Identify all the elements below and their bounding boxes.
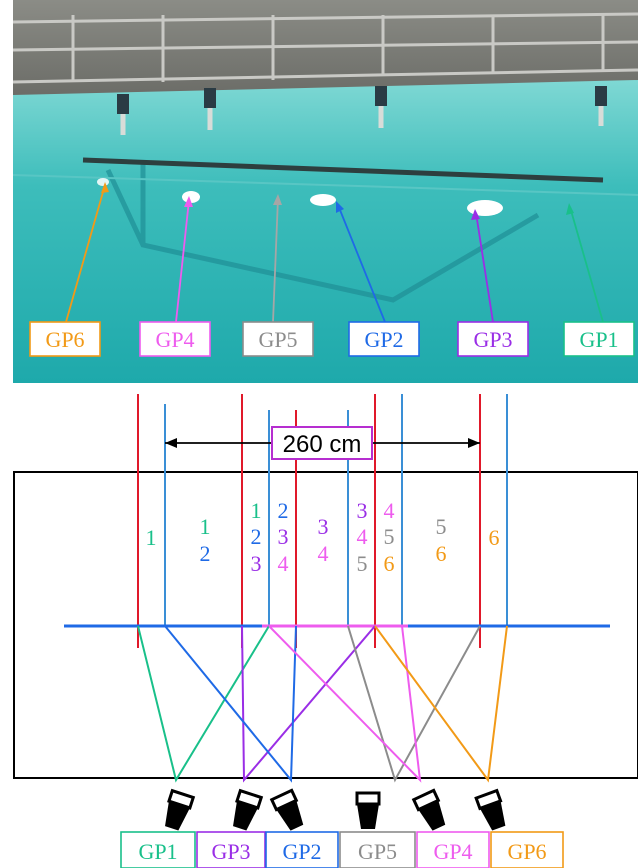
tank-outline [13,471,638,779]
zone-5-top: 3 [318,514,329,539]
zone-3-mid: 2 [251,524,262,549]
photo-label-gp4: GP4 [155,327,194,352]
bottom-label-gp5: GP5 [358,839,397,864]
zone-4-top: 2 [278,498,289,523]
photo-arrows [65,182,604,323]
zone-6-mid: 4 [357,524,368,549]
projection-cones [137,625,508,783]
photo-label-box-gp6 [29,321,101,357]
projector-lamp-icon [233,788,264,831]
zone-4-bottom: 4 [278,551,289,576]
tank-photo: GP6 GP4 GP5 GP2 GP3 GP1 [13,0,638,383]
zone-2-top: 1 [200,514,211,539]
zone-8-top: 5 [436,514,447,539]
bottom-label-gp1: GP1 [138,839,177,864]
dimension-label: 260 cm [283,431,362,458]
zone-4-mid: 3 [278,524,289,549]
bottom-label-gp3: GP3 [211,839,250,864]
zone-6-top: 3 [357,498,368,523]
dimension-260cm: 260 cm [165,426,480,460]
photo-label-box-gp2 [348,321,420,357]
bottom-label-box-gp2 [265,831,339,868]
zone-7-top: 4 [384,498,395,523]
bottom-label-box-gp6 [490,831,564,868]
photo-label-gp5: GP5 [258,327,297,352]
bottom-label-box-gp4 [416,831,490,868]
zone-5-bottom: 4 [318,541,329,566]
walkway-railing [13,12,638,84]
projector-lamp-icon [411,788,446,831]
projector-lamp-icon [474,788,506,831]
bottom-label-gp4: GP4 [433,839,472,864]
bottom-labels: GP1 GP3 GP2 GP5 GP4 GP6 [120,831,564,868]
bottom-label-box-gp3 [196,831,266,868]
tank-wall-line [13,174,638,196]
bottom-label-gp6: GP6 [507,839,546,864]
projector-lamp-icon [165,788,196,831]
zone-7-mid: 5 [384,524,395,549]
bottom-label-box-gp5 [339,831,416,868]
submerged-frame [105,160,540,303]
photo-label-gp3: GP3 [473,327,512,352]
photo-label-box-gp4 [139,321,211,357]
zone-7-bottom: 6 [384,551,395,576]
photo-label-box-gp5 [242,321,314,357]
water [13,80,638,383]
zone-3-bottom: 3 [251,551,262,576]
bottom-label-gp2: GP2 [282,839,321,864]
bottom-label-box-gp1 [120,831,196,868]
zone-9-top: 6 [489,525,500,550]
zone-8-bottom: 6 [436,541,447,566]
zone-2-bottom: 2 [200,541,211,566]
post-clamps [117,86,607,114]
photo-label-gp6: GP6 [45,327,84,352]
zone-6-bottom: 5 [357,551,368,576]
mount-rail [82,157,604,183]
photo-label-gp2: GP2 [364,327,403,352]
zone-3-top: 1 [251,498,262,523]
projector-lamp-icon [269,788,304,831]
projector-lamp-icon [355,791,381,829]
projector-icons [165,788,506,831]
photo-labels: GP6 GP4 GP5 GP2 GP3 GP1 [29,321,635,357]
photo-label-box-gp3 [457,321,529,357]
zone-1-top: 1 [146,525,157,550]
photo-label-box-gp1 [563,321,635,357]
photo-label-gp1: GP1 [579,327,618,352]
